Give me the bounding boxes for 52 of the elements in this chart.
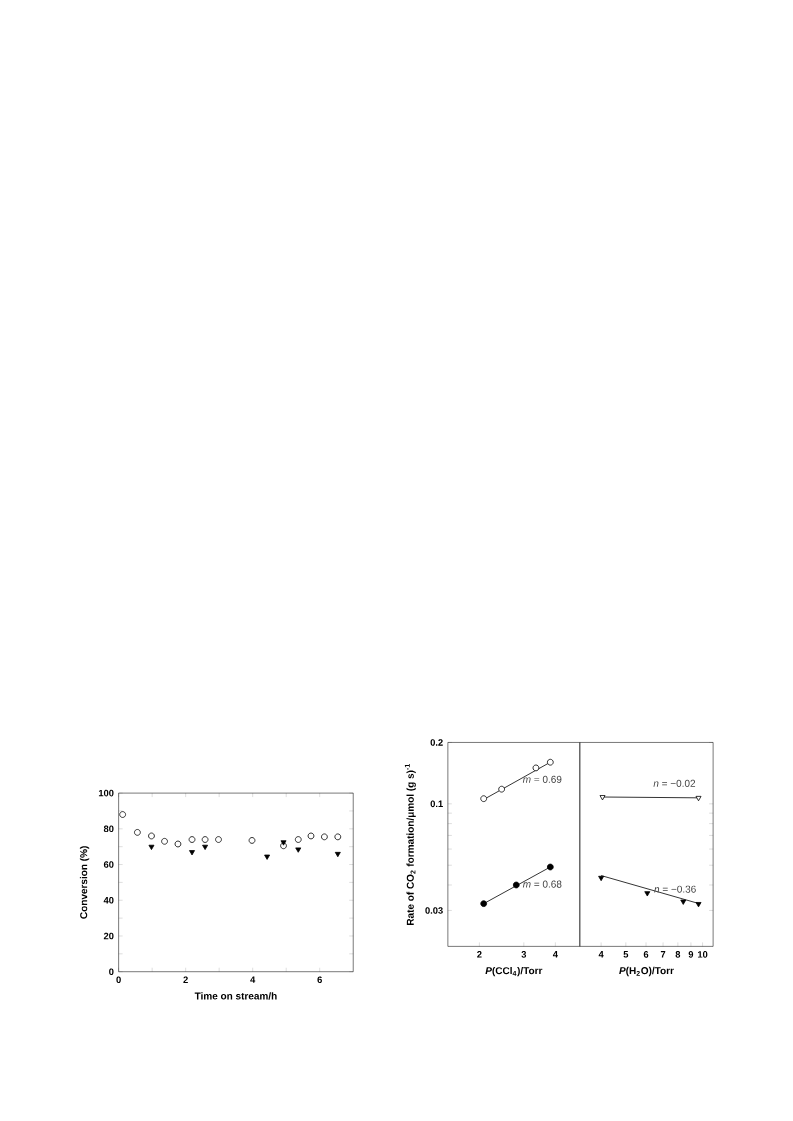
y-tick-label: 0.1 xyxy=(430,800,443,808)
x-tick-label: 5 xyxy=(623,951,629,958)
annotation: m = 0.69 xyxy=(522,775,562,783)
y-tick-label: 0 xyxy=(109,968,114,975)
point xyxy=(294,836,302,843)
x-tick-label: 0 xyxy=(116,976,121,984)
x-tick-label: 10 xyxy=(697,951,708,958)
y-tick-label: 0.03 xyxy=(425,907,443,914)
x-tick-label: 7 xyxy=(660,951,666,958)
point xyxy=(202,844,208,851)
x-axis-title: P(H$_{2}$O)/Torr xyxy=(619,966,674,977)
point xyxy=(148,844,155,851)
point xyxy=(321,833,328,841)
point xyxy=(201,836,209,843)
point xyxy=(174,840,182,848)
y-tick-label: 60 xyxy=(103,861,114,868)
y-axis-title: Conversion (%) xyxy=(79,846,90,919)
y-tick-label: 20 xyxy=(103,932,114,940)
point xyxy=(188,836,196,843)
x-tick-label: 4 xyxy=(250,976,256,983)
x-tick-label: 4 xyxy=(552,951,558,958)
point xyxy=(161,837,168,845)
point xyxy=(119,811,126,818)
y-tick-label: 80 xyxy=(103,825,114,833)
x-tick-label: 4 xyxy=(598,951,604,958)
point xyxy=(215,836,222,843)
point xyxy=(334,851,341,858)
x-tick-label: 8 xyxy=(675,951,681,958)
annotation: n = −0.02 xyxy=(653,779,696,787)
point xyxy=(334,833,342,841)
x-tick-label: 6 xyxy=(643,951,649,958)
y-tick-label: 100 xyxy=(98,789,114,797)
annotation: m = 0.68 xyxy=(522,880,562,888)
point xyxy=(295,847,302,853)
x-axis-title: P(CCl$_{4}$)/Torr xyxy=(485,966,543,977)
annotation: n = −0.36 xyxy=(654,885,696,893)
x-axis-title: Time on stream/h xyxy=(194,992,277,1000)
y-axis-title: Rate of CO$_{2}$ formation/μmol (g s)$^{-1}$ xyxy=(404,764,416,926)
point xyxy=(280,840,287,846)
point xyxy=(134,829,141,836)
point xyxy=(307,832,315,840)
point xyxy=(189,850,195,856)
y-tick-label: 40 xyxy=(103,896,114,904)
point xyxy=(148,832,155,840)
x-tick-label: 2 xyxy=(477,951,482,958)
x-tick-label: 3 xyxy=(521,951,527,958)
point xyxy=(264,854,270,860)
y-tick-label: 0.2 xyxy=(430,739,443,746)
x-tick-label: 2 xyxy=(183,976,188,983)
x-tick-label: 6 xyxy=(317,976,322,984)
x-tick-label: 9 xyxy=(688,951,694,958)
point xyxy=(248,837,256,844)
